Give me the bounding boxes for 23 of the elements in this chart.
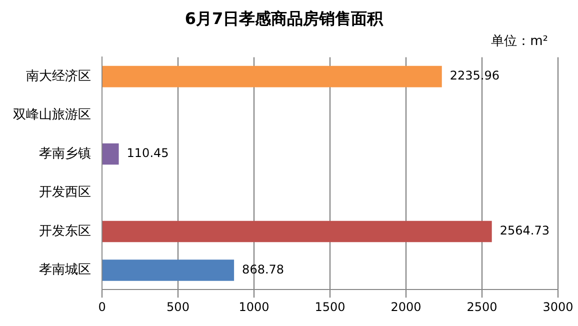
- x-tick-label: 2500: [466, 300, 498, 314]
- chart-title: 6月7日孝感商品房销售面积: [184, 8, 384, 28]
- x-tick-label: 2000: [390, 300, 422, 314]
- y-tick-label: 开发西区: [39, 185, 91, 200]
- y-tick-label: 南大经济区: [26, 68, 91, 84]
- data-label: 2564.73: [500, 224, 550, 238]
- text: 单位：m²: [491, 34, 548, 50]
- data-label: 110.45: [126, 146, 169, 160]
- data-label: 2235.96: [450, 68, 500, 83]
- bar: [102, 143, 119, 165]
- y-tick-label: 开发东区: [39, 224, 91, 239]
- x-tick-label: 500: [166, 300, 190, 314]
- bar: [102, 220, 492, 242]
- y-tick-label: 孝南城区: [39, 262, 91, 278]
- y-tick-label: 双峰山旅游区: [13, 108, 91, 123]
- x-tick-label: 3000: [542, 300, 574, 314]
- bar: [102, 260, 234, 281]
- bar: [102, 66, 442, 88]
- data-label: 868.78: [242, 262, 284, 276]
- x-tick-label: 1500: [314, 300, 346, 314]
- x-tick-label: 1000: [238, 300, 270, 314]
- y-tick-label: 孝南乡镇: [39, 146, 91, 162]
- x-tick-label: 0: [98, 300, 106, 314]
